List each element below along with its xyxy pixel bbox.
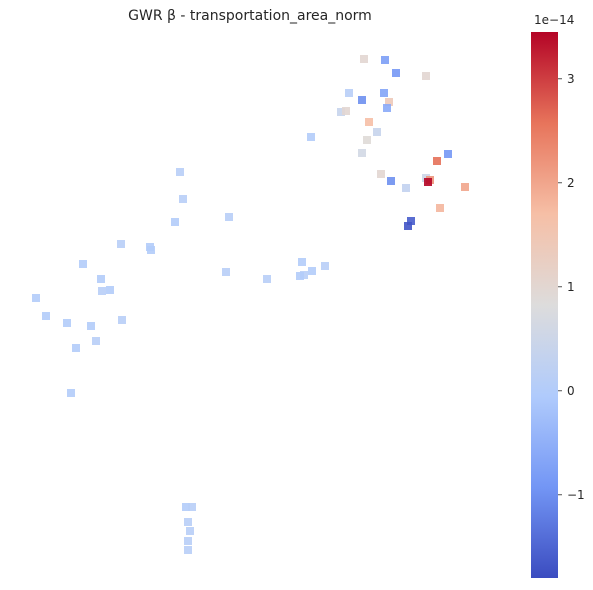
data-point xyxy=(380,89,388,97)
colorbar-gradient xyxy=(531,32,558,578)
data-point xyxy=(392,69,400,77)
data-point xyxy=(321,262,329,270)
data-point xyxy=(296,272,304,280)
data-point xyxy=(342,107,350,115)
colorbar-tick-label: 3 xyxy=(567,72,575,86)
data-point xyxy=(222,268,230,276)
data-point xyxy=(424,178,432,186)
colorbar-tick-label: 2 xyxy=(567,176,575,190)
data-point xyxy=(184,537,192,545)
data-point xyxy=(358,96,366,104)
scatter-points xyxy=(32,55,469,554)
colorbar-offset-label: 1e−14 xyxy=(534,13,574,27)
data-point xyxy=(461,183,469,191)
data-point xyxy=(360,55,368,63)
data-point xyxy=(92,337,100,345)
data-point xyxy=(387,177,395,185)
data-point xyxy=(188,503,196,511)
data-point xyxy=(433,157,441,165)
colorbar-tick-label: −1 xyxy=(567,488,585,502)
data-point xyxy=(186,527,194,535)
colorbar-tick-label: 0 xyxy=(567,384,575,398)
data-point xyxy=(32,294,40,302)
colorbar: 1e−14 −1 0 1 2 3 xyxy=(531,13,585,578)
data-point xyxy=(377,170,385,178)
data-point xyxy=(404,222,412,230)
data-point xyxy=(63,319,71,327)
data-point xyxy=(444,150,452,158)
data-point xyxy=(402,184,410,192)
data-point xyxy=(79,260,87,268)
data-point xyxy=(225,213,233,221)
data-point xyxy=(171,218,179,226)
data-point xyxy=(345,89,353,97)
data-point xyxy=(182,503,190,511)
colorbar-tick-label: 1 xyxy=(567,280,575,294)
data-point xyxy=(147,246,155,254)
data-point xyxy=(363,136,371,144)
data-point xyxy=(358,149,366,157)
data-point xyxy=(381,56,389,64)
data-point xyxy=(42,312,50,320)
data-point xyxy=(436,204,444,212)
data-point xyxy=(385,98,393,106)
data-point xyxy=(87,322,95,330)
data-point xyxy=(184,518,192,526)
chart-title: GWR β - transportation_area_norm xyxy=(128,8,372,24)
data-point xyxy=(118,316,126,324)
data-point xyxy=(117,240,125,248)
data-point xyxy=(97,275,105,283)
data-point xyxy=(176,168,184,176)
data-point xyxy=(72,344,80,352)
data-point xyxy=(373,128,381,136)
data-point xyxy=(263,275,271,283)
data-point xyxy=(422,72,430,80)
data-point xyxy=(106,286,114,294)
data-point xyxy=(67,389,75,397)
data-point xyxy=(308,267,316,275)
data-point xyxy=(298,258,306,266)
data-point xyxy=(179,195,187,203)
data-point xyxy=(337,108,345,116)
data-point xyxy=(407,217,415,225)
data-point xyxy=(184,546,192,554)
data-point xyxy=(365,118,373,126)
data-point xyxy=(307,133,315,141)
data-point xyxy=(98,287,106,295)
data-point xyxy=(383,104,391,112)
